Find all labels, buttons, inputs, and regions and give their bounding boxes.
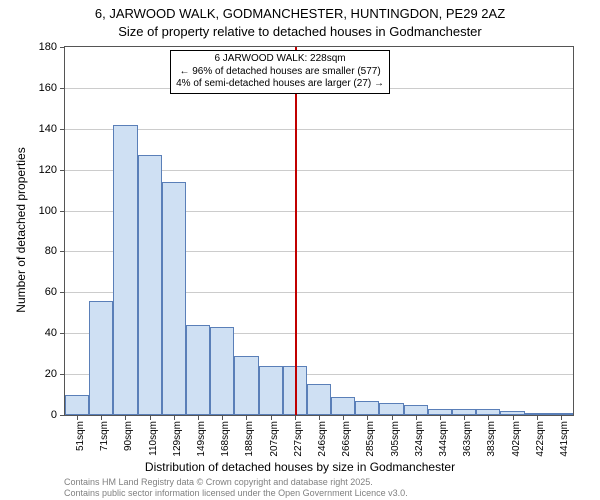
y-tick: [60, 170, 65, 171]
x-tick-label: 227sqm: [293, 421, 304, 457]
histogram-bar: [138, 155, 162, 415]
x-tick-label: 246sqm: [317, 421, 328, 457]
x-tick-label: 402sqm: [511, 421, 522, 457]
x-tick: [174, 415, 175, 420]
histogram-bar: [404, 405, 428, 415]
footer-line-1: Contains HM Land Registry data © Crown c…: [64, 477, 408, 487]
x-tick: [440, 415, 441, 420]
histogram-bar: [113, 125, 137, 415]
y-tick-label: 160: [39, 82, 57, 94]
x-tick: [464, 415, 465, 420]
annotation-line: ← 96% of detached houses are smaller (57…: [176, 66, 384, 79]
x-tick-label: 110sqm: [148, 421, 159, 456]
histogram-bar: [379, 403, 403, 415]
y-tick: [60, 333, 65, 334]
x-tick-label: 51sqm: [75, 421, 86, 451]
histogram-bar: [210, 327, 234, 415]
histogram-bar: [162, 182, 186, 415]
x-tick-label: 129sqm: [172, 421, 183, 457]
y-axis-label: Number of detached properties: [14, 147, 28, 312]
x-tick: [198, 415, 199, 420]
histogram-bar: [355, 401, 379, 415]
y-tick: [60, 47, 65, 48]
x-tick-label: 305sqm: [390, 421, 401, 457]
x-tick-label: 188sqm: [244, 421, 255, 457]
x-tick-label: 285sqm: [365, 421, 376, 457]
title-line-1: 6, JARWOOD WALK, GODMANCHESTER, HUNTINGD…: [0, 6, 600, 21]
x-tick: [367, 415, 368, 420]
annotation-box: 6 JARWOOD WALK: 228sqm← 96% of detached …: [170, 50, 390, 94]
x-tick: [77, 415, 78, 420]
y-tick: [60, 415, 65, 416]
x-tick-label: 207sqm: [269, 421, 280, 457]
y-tick: [60, 292, 65, 293]
y-tick-label: 60: [45, 286, 57, 298]
x-tick-label: 90sqm: [123, 421, 134, 451]
x-tick-label: 363sqm: [462, 421, 473, 457]
x-tick: [416, 415, 417, 420]
histogram-bar: [65, 395, 89, 415]
histogram-bar: [186, 325, 210, 415]
x-tick-label: 383sqm: [486, 421, 497, 457]
x-axis-label: Distribution of detached houses by size …: [0, 460, 600, 474]
x-tick: [513, 415, 514, 420]
histogram-bar: [234, 356, 258, 415]
x-tick-label: 344sqm: [438, 421, 449, 457]
chart-container: 6, JARWOOD WALK, GODMANCHESTER, HUNTINGD…: [0, 0, 600, 500]
x-tick-label: 149sqm: [196, 421, 207, 457]
x-tick-label: 324sqm: [414, 421, 425, 457]
y-tick-label: 180: [39, 41, 57, 53]
x-tick: [125, 415, 126, 420]
x-tick: [295, 415, 296, 420]
plot-area: 02040608010012014016018051sqm71sqm90sqm1…: [64, 46, 574, 416]
histogram-bar: [331, 397, 355, 415]
histogram-bar: [307, 384, 331, 415]
x-tick-label: 266sqm: [341, 421, 352, 457]
y-tick-label: 140: [39, 123, 57, 135]
y-tick: [60, 374, 65, 375]
y-tick-label: 80: [45, 245, 57, 257]
gridline: [65, 129, 573, 130]
y-tick: [60, 251, 65, 252]
x-tick: [537, 415, 538, 420]
x-tick: [271, 415, 272, 420]
footer-attribution: Contains HM Land Registry data © Crown c…: [64, 477, 408, 498]
histogram-bar: [259, 366, 283, 415]
x-tick: [222, 415, 223, 420]
annotation-line: 6 JARWOOD WALK: 228sqm: [176, 53, 384, 66]
y-tick-label: 40: [45, 327, 57, 339]
x-tick-label: 168sqm: [220, 421, 231, 457]
y-tick: [60, 211, 65, 212]
y-tick-label: 20: [45, 368, 57, 380]
title-line-2: Size of property relative to detached ho…: [0, 24, 600, 39]
x-tick: [561, 415, 562, 420]
x-tick-label: 422sqm: [535, 421, 546, 457]
x-tick-label: 71sqm: [99, 421, 110, 451]
x-tick: [150, 415, 151, 420]
x-tick: [343, 415, 344, 420]
x-tick: [101, 415, 102, 420]
y-tick: [60, 129, 65, 130]
x-tick: [246, 415, 247, 420]
y-tick: [60, 88, 65, 89]
footer-line-2: Contains public sector information licen…: [64, 488, 408, 498]
y-tick-label: 100: [39, 205, 57, 217]
x-tick-label: 441sqm: [559, 421, 570, 457]
x-tick: [319, 415, 320, 420]
x-tick: [488, 415, 489, 420]
reference-line: [295, 47, 297, 415]
annotation-line: 4% of semi-detached houses are larger (2…: [176, 78, 384, 91]
histogram-bar: [89, 301, 113, 415]
y-tick-label: 120: [39, 164, 57, 176]
y-tick-label: 0: [51, 409, 57, 421]
x-tick: [392, 415, 393, 420]
